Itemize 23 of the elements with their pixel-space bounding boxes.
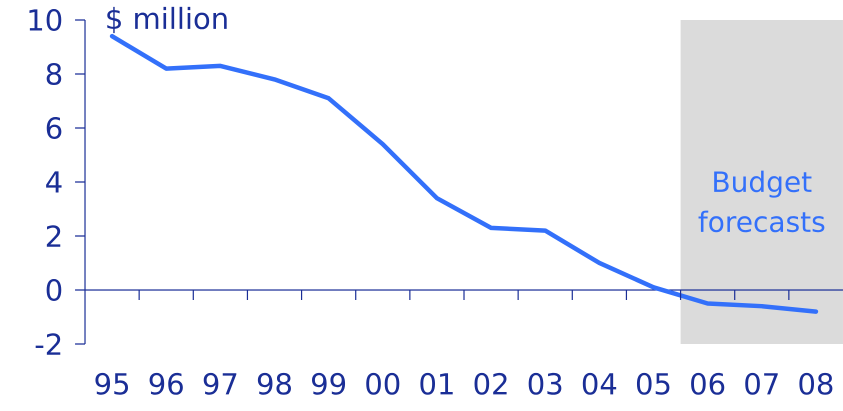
x-tick-label: 02 [474,372,507,395]
x-tick-label: 00 [366,372,400,395]
x-tick-label: 98 [258,372,291,395]
y-tick-label: 10 [29,9,62,31]
y-tick-label: 2 [46,225,60,247]
x-tick-label: 01 [420,372,453,395]
x-tick-label: 95 [95,372,128,395]
x-tick-label: 04 [582,372,616,395]
y-tick-label: 8 [46,63,62,85]
x-tick-label: 97 [204,372,236,395]
x-tick-label: 06 [691,372,724,395]
x-tick-label: 03 [528,372,562,395]
x-tick-label: 99 [312,372,346,395]
x-tick-label: 05 [636,372,670,395]
y-tick-label: -2 [36,333,60,355]
x-tick-label: 07 [745,372,778,395]
y-tick-label: 0 [46,279,62,301]
y-axis-title: $ million [107,6,227,34]
band-label: Budget forecasts [698,170,824,232]
x-tick-label: 08 [799,372,832,395]
x-tick-label: 96 [150,372,183,395]
y-tick-label: 4 [46,171,62,193]
y-tick-label: 6 [46,117,62,139]
